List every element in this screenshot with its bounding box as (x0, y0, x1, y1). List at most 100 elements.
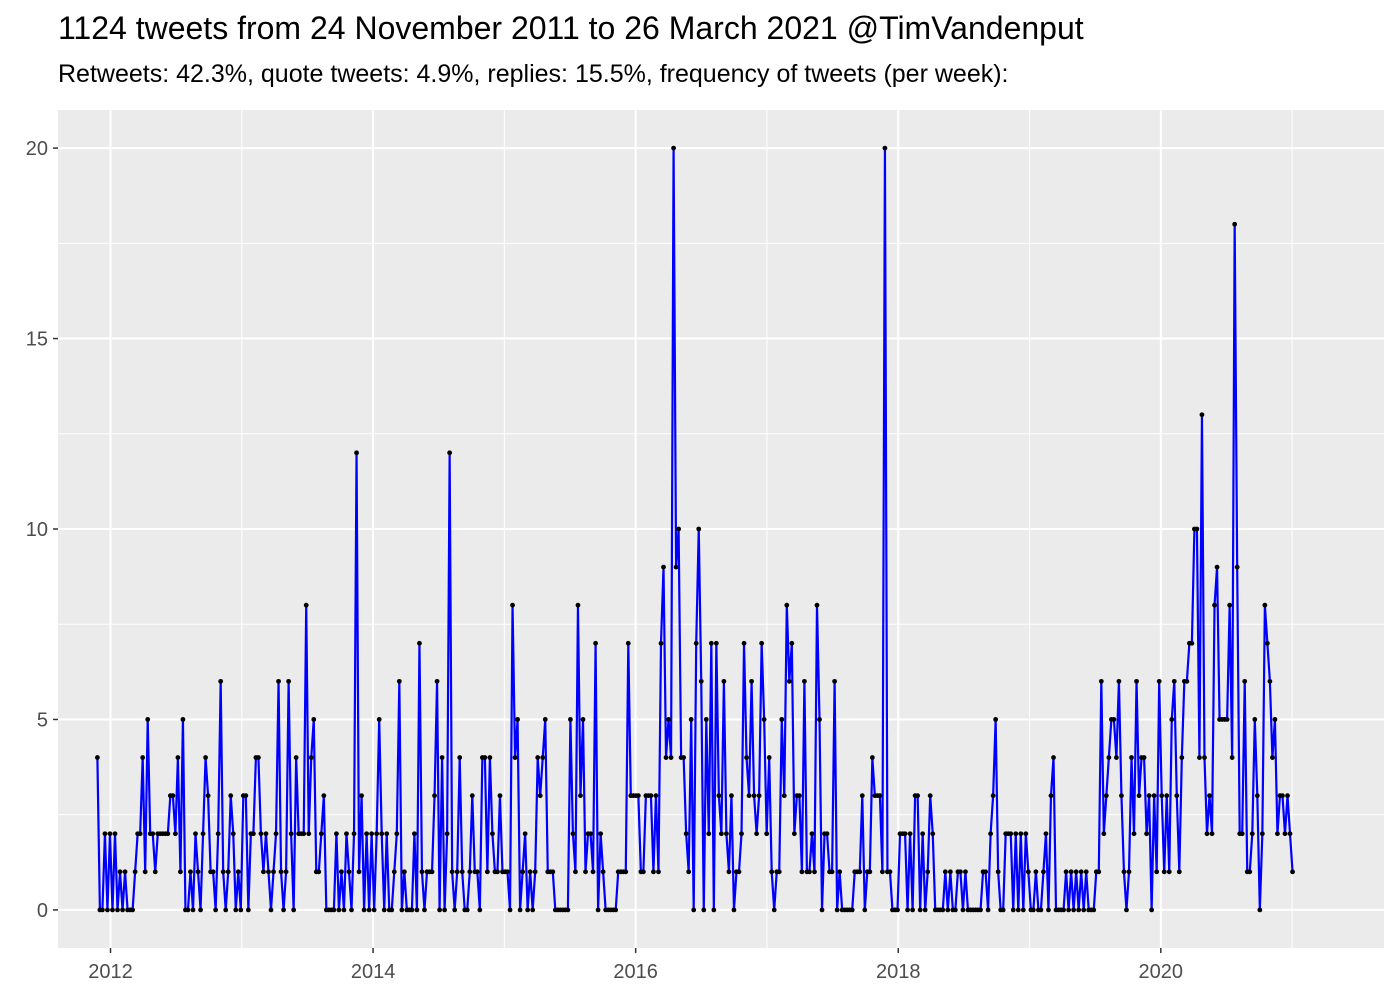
data-point (515, 717, 520, 722)
data-point (895, 907, 900, 913)
data-point (1098, 678, 1104, 684)
data-point (1141, 755, 1147, 760)
data-point (250, 831, 256, 837)
data-point (1189, 640, 1195, 646)
data-point (817, 717, 822, 722)
data-point (789, 640, 795, 646)
data-point (1144, 831, 1149, 837)
data-point (273, 831, 279, 837)
data-point (676, 526, 682, 532)
data-point (575, 602, 581, 608)
data-point (517, 907, 523, 913)
data-point (593, 640, 598, 646)
data-point (1154, 869, 1160, 875)
data-point (1232, 221, 1238, 227)
data-point (1106, 755, 1112, 760)
data-point (708, 640, 714, 646)
data-point (1111, 717, 1117, 722)
data-point (1242, 678, 1248, 684)
data-point (532, 869, 538, 875)
data-point (286, 678, 292, 684)
data-point (565, 907, 571, 913)
data-point (706, 831, 712, 837)
data-point (915, 793, 921, 799)
data-point (137, 831, 143, 837)
data-point (902, 831, 908, 837)
data-point (185, 907, 191, 913)
data-point (1015, 907, 1021, 913)
data-point (625, 640, 631, 646)
data-point (293, 755, 299, 760)
data-point (283, 869, 289, 875)
data-point (1164, 793, 1170, 799)
data-point (230, 831, 236, 837)
data-point (958, 869, 963, 875)
data-point (1051, 755, 1056, 760)
data-point (520, 869, 526, 875)
data-point (550, 869, 556, 875)
data-point (172, 831, 178, 837)
data-point (482, 755, 488, 760)
data-point (152, 869, 158, 875)
data-point (376, 717, 382, 722)
data-point (736, 869, 742, 875)
data-point (1169, 717, 1175, 722)
grid-major (58, 110, 1384, 948)
data-point (1010, 907, 1016, 913)
data-point (417, 640, 422, 646)
data-point (781, 793, 787, 799)
data-point (394, 831, 400, 837)
data-point (452, 907, 458, 913)
data-points (94, 145, 1295, 913)
data-point (339, 869, 344, 875)
data-point (595, 907, 601, 913)
data-point (1247, 869, 1253, 875)
data-point (799, 869, 805, 875)
data-point (598, 831, 604, 837)
data-point (401, 869, 407, 875)
data-point (359, 793, 364, 799)
data-point (1280, 793, 1285, 799)
data-point (1214, 564, 1220, 570)
data-point (210, 869, 216, 875)
data-point (729, 793, 734, 799)
data-point (449, 869, 455, 875)
data-point (988, 831, 994, 837)
data-point (422, 907, 427, 913)
data-point (1257, 907, 1263, 913)
data-point (374, 831, 380, 837)
data-point (434, 678, 440, 684)
data-point (653, 793, 659, 799)
data-point (540, 755, 546, 760)
data-point (490, 831, 495, 837)
data-point (568, 717, 573, 722)
data-point (238, 907, 244, 913)
data-point (776, 869, 782, 875)
data-point (1171, 678, 1177, 684)
data-point (507, 907, 513, 913)
data-point (744, 755, 749, 760)
data-point (1078, 869, 1084, 875)
data-point (429, 869, 435, 875)
data-point (930, 831, 936, 837)
data-point (995, 869, 1001, 875)
data-point (681, 755, 687, 760)
data-point (218, 678, 224, 684)
data-point (361, 907, 367, 913)
data-point (1249, 831, 1255, 837)
data-point (683, 831, 689, 837)
data-point (590, 869, 596, 875)
data-point (693, 640, 699, 646)
data-point (364, 831, 370, 837)
data-point (688, 717, 694, 722)
data-point (877, 793, 883, 799)
data-point (671, 145, 676, 151)
data-point (651, 869, 656, 875)
data-point (766, 755, 772, 760)
data-point (812, 869, 817, 875)
data-point (1116, 678, 1122, 684)
data-point (739, 831, 744, 837)
data-point (381, 907, 387, 913)
data-point (467, 869, 473, 875)
data-point (542, 717, 548, 722)
